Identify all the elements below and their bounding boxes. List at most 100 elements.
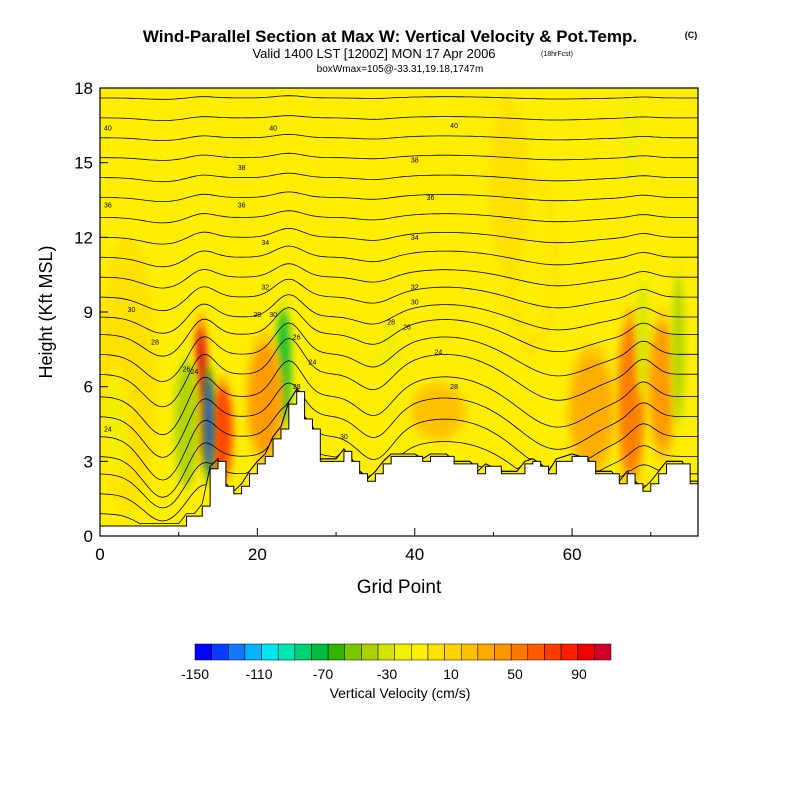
w-cell-core (672, 274, 684, 424)
w-cell (567, 343, 617, 480)
isentrope-line (100, 245, 698, 268)
isentrope-line (100, 388, 698, 481)
isentrope-line (100, 360, 698, 436)
colorbar-swatch (277, 643, 296, 661)
contour-label: 36 (238, 202, 246, 209)
w-cell (489, 94, 529, 281)
colorbar-swatch (560, 643, 578, 661)
colorbar-label: Vertical Velocity (cm/s) (330, 685, 471, 701)
potential-temperature-contours (100, 95, 698, 524)
contour-label: 28 (293, 384, 301, 391)
y-tick-label: 15 (74, 154, 93, 173)
contour-label: 24 (434, 349, 442, 356)
contour-label: 24 (191, 369, 199, 376)
colorbar-swatch (311, 643, 329, 661)
w-cell (636, 268, 650, 406)
colorbar-ticks: -150 -110 -70 -30 10 50 90 (181, 666, 587, 682)
isentrope-line (100, 278, 698, 312)
contour-label: 40 (104, 125, 112, 132)
isentrope-line (100, 191, 698, 203)
colorbar-tick-label: -30 (377, 666, 397, 682)
w-cell (100, 234, 158, 515)
colorbar-swatch (194, 643, 212, 661)
isentrope-line (100, 95, 698, 100)
x-tick-label: 0 (95, 545, 104, 564)
colorbar-swatch (294, 643, 312, 661)
x-axis-label: Grid Point (357, 577, 442, 598)
contour-label: 26 (293, 334, 301, 341)
w-cell (347, 274, 388, 350)
colorbar-swatch (544, 643, 562, 661)
x-tick-label: 20 (248, 545, 267, 564)
y-tick-label: 6 (84, 378, 93, 397)
vertical-velocity-field (100, 88, 686, 515)
contour-label: 28 (151, 339, 159, 346)
colorbar-swatch (344, 643, 362, 661)
y-tick-label: 0 (84, 527, 93, 546)
isentrope-line (100, 115, 698, 122)
chart-title: Wind-Parallel Section at Max W: Vertical… (143, 27, 637, 46)
colorbar-tick-label: 90 (571, 666, 587, 682)
contour-label: 24 (309, 359, 317, 366)
contour-labels: 40 42 40 40 38 38 36 36 36 34 34 32 32 30 30 30 28 29 26 28… (104, 83, 458, 441)
chart-subtitle: Valid 1400 LST [1200Z] MON 17 Apr 2006 (252, 46, 495, 61)
colorbar-swatch (427, 643, 445, 661)
y-tick-label: 9 (84, 303, 93, 322)
isentrope-line (100, 133, 698, 141)
contour-label: 40 (269, 125, 277, 132)
colorbar-tick-label: -110 (246, 666, 273, 682)
isentrope-line (100, 294, 698, 334)
colorbar-swatch (244, 643, 262, 661)
y-tick-label: 18 (74, 79, 93, 98)
colorbar-swatch (228, 643, 246, 661)
contour-label: 42 (356, 83, 364, 90)
colorbar-swatch (394, 643, 412, 661)
w-cell (103, 361, 128, 487)
colorbar-tick-label: 50 (507, 666, 523, 682)
contour-label: 38 (411, 158, 419, 165)
contour-label: 30 (269, 312, 277, 319)
contour-label: 40 (450, 123, 458, 130)
contour-label: 24 (104, 426, 112, 433)
colorbar-tick-label: 10 (443, 666, 459, 682)
w-cell-core (572, 356, 612, 467)
terrain-mask (100, 391, 698, 536)
w-cell-core (106, 374, 126, 474)
y-tick-label: 3 (84, 452, 93, 471)
contour-label: 26 (403, 324, 411, 331)
w-cell (408, 380, 468, 443)
w-cell (376, 312, 406, 387)
w-cell (647, 308, 678, 465)
w-cell-core (414, 386, 462, 437)
colorbar-swatch (477, 643, 495, 661)
colorbar-swatch (577, 643, 595, 661)
colorbar-swatch (527, 643, 545, 661)
contour-label: 29 (253, 312, 261, 319)
contour-label: 36 (427, 195, 435, 202)
y-axis: 0 3 6 9 12 15 18 (74, 79, 108, 546)
isentrope-line (100, 152, 698, 161)
w-cell-core (493, 112, 525, 263)
w-cell-core (379, 319, 403, 380)
contour-label: 26 (183, 367, 191, 374)
w-cell (671, 256, 686, 443)
w-cell (621, 88, 641, 200)
colorbar-swatch (211, 643, 229, 661)
contour-label: 34 (411, 235, 419, 242)
colorbar-swatch (327, 643, 346, 661)
contour-label: 30 (128, 307, 136, 314)
w-cell-core (204, 374, 213, 474)
w-cell-core (637, 282, 649, 392)
x-axis: 0 20 40 60 (95, 528, 652, 564)
isentrope-line (100, 210, 698, 224)
plot-area: 40 42 40 40 38 38 36 36 36 34 34 32 32 30 30 30 28 29 26 28… (99, 83, 699, 537)
colorbar-swatch (594, 643, 612, 661)
contour-label: 28 (450, 384, 458, 391)
isentrope-line (100, 172, 698, 183)
y-tick-label: 12 (74, 228, 93, 247)
isentrope-line (100, 382, 698, 458)
contour-label: 28 (387, 319, 395, 326)
colorbar-swatch (261, 643, 279, 661)
isentrope-line (100, 307, 698, 357)
